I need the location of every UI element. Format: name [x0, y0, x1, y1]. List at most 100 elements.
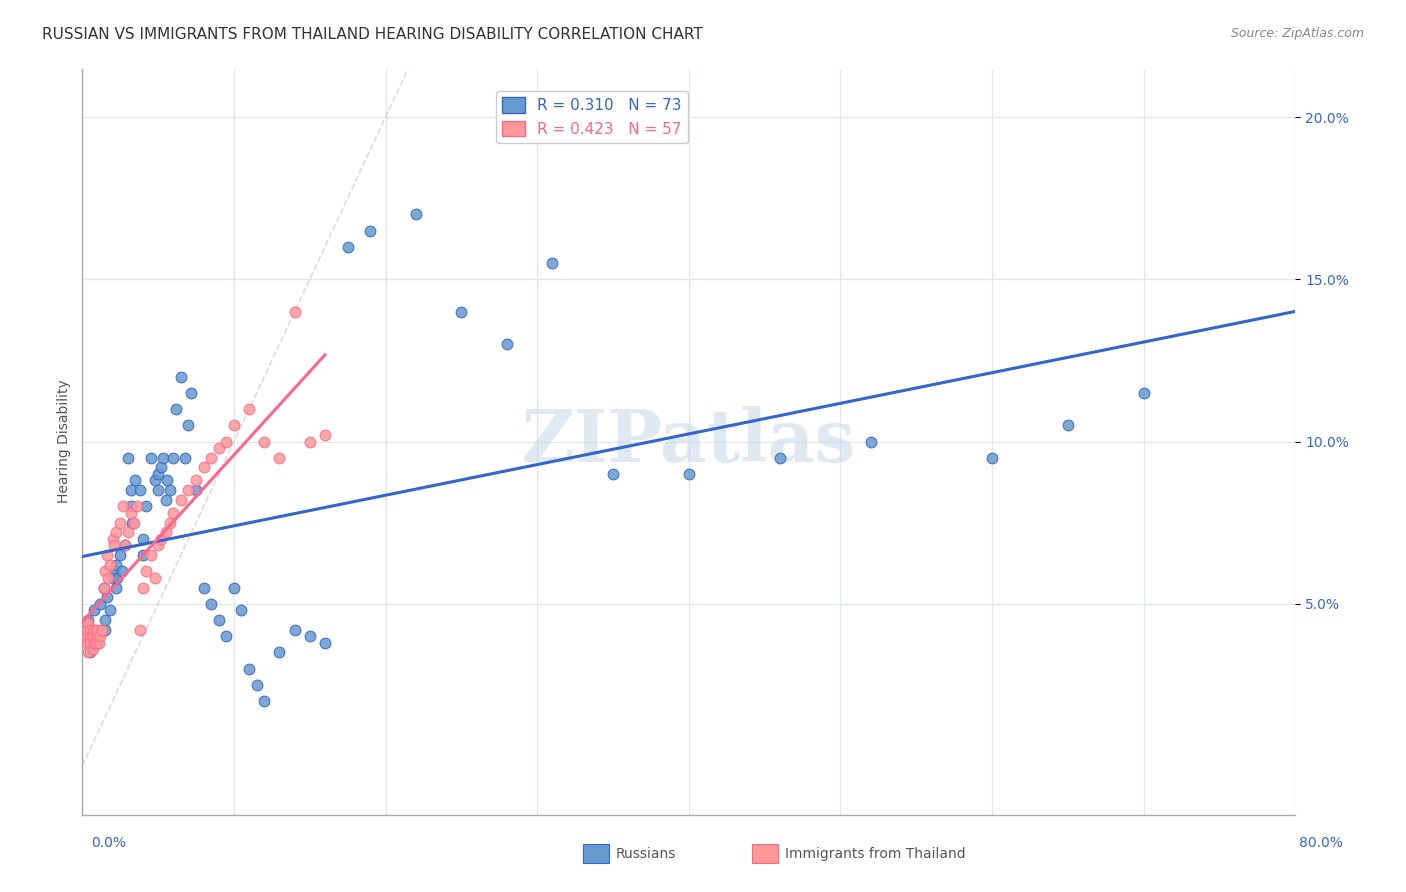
Text: Immigrants from Thailand: Immigrants from Thailand: [785, 847, 965, 861]
Point: [298, 629, 321, 643]
Point: [132, 581, 155, 595]
Point: [165, 402, 187, 417]
Point: [80, 629, 103, 643]
Point: [120, 500, 142, 514]
Point: [93, 581, 115, 595]
Point: [283, 623, 305, 637]
Point: [104, 525, 127, 540]
Point: [104, 581, 127, 595]
Point: [82, 623, 104, 637]
Text: 80.0%: 80.0%: [1299, 836, 1343, 850]
Point: [177, 483, 200, 498]
Point: [200, 597, 222, 611]
Point: [84, 635, 107, 649]
Point: [120, 483, 142, 498]
Point: [132, 532, 155, 546]
Point: [112, 500, 135, 514]
Point: [156, 474, 179, 488]
Point: [314, 428, 336, 442]
Point: [184, 483, 207, 498]
Point: [208, 613, 231, 627]
Point: [314, 635, 336, 649]
Point: [146, 483, 169, 498]
Point: [83, 603, 105, 617]
Point: [98, 558, 121, 572]
Point: [94, 564, 117, 578]
Point: [101, 571, 124, 585]
Point: [253, 694, 276, 708]
Point: [122, 516, 145, 530]
Point: [117, 450, 139, 465]
Y-axis label: Hearing Disability: Hearing Disability: [58, 380, 72, 503]
Legend: R = 0.310   N = 73, R = 0.423   N = 57: R = 0.310 N = 73, R = 0.423 N = 57: [496, 91, 688, 143]
Point: [103, 538, 125, 552]
Point: [77, 613, 100, 627]
Point: [769, 450, 792, 465]
Point: [108, 516, 131, 530]
Point: [139, 548, 162, 562]
Point: [86, 623, 108, 637]
Point: [143, 474, 166, 488]
Point: [152, 450, 174, 465]
Point: [155, 525, 177, 540]
Text: RUSSIAN VS IMMIGRANTS FROM THAILAND HEARING DISABILITY CORRELATION CHART: RUSSIAN VS IMMIGRANTS FROM THAILAND HEAR…: [42, 27, 703, 42]
Point: [981, 450, 1004, 465]
Point: [1132, 385, 1154, 400]
Point: [146, 467, 169, 481]
Point: [155, 492, 177, 507]
Point: [193, 581, 215, 595]
Point: [159, 516, 181, 530]
Point: [121, 516, 143, 530]
Point: [101, 532, 124, 546]
Point: [170, 492, 193, 507]
Text: Source: ZipAtlas.com: Source: ZipAtlas.com: [1230, 27, 1364, 40]
Point: [111, 564, 134, 578]
Text: 0.0%: 0.0%: [91, 836, 127, 850]
Point: [114, 538, 136, 552]
Point: [336, 240, 359, 254]
Point: [150, 532, 173, 546]
Point: [283, 305, 305, 319]
Point: [83, 623, 105, 637]
Point: [76, 623, 98, 637]
Point: [678, 467, 700, 481]
Point: [170, 369, 193, 384]
Point: [104, 558, 127, 572]
Point: [76, 629, 98, 643]
Point: [269, 645, 291, 659]
Point: [298, 434, 321, 449]
Point: [91, 623, 114, 637]
Point: [125, 500, 148, 514]
Point: [94, 623, 117, 637]
Point: [76, 635, 98, 649]
Point: [405, 207, 427, 221]
Point: [231, 603, 253, 617]
Point: [82, 629, 104, 643]
Point: [238, 402, 260, 417]
Point: [105, 571, 128, 585]
Point: [215, 629, 238, 643]
Point: [98, 603, 121, 617]
Point: [80, 635, 103, 649]
Point: [253, 434, 276, 449]
Point: [222, 581, 245, 595]
Point: [79, 635, 101, 649]
Point: [124, 474, 146, 488]
Point: [83, 635, 105, 649]
Point: [450, 305, 472, 319]
Point: [208, 441, 231, 455]
Point: [117, 525, 139, 540]
Point: [222, 418, 245, 433]
Point: [1056, 418, 1078, 433]
Point: [135, 500, 157, 514]
Point: [162, 506, 184, 520]
Point: [129, 483, 152, 498]
Point: [75, 629, 97, 643]
Point: [193, 460, 215, 475]
Point: [139, 450, 162, 465]
Point: [79, 623, 101, 637]
Point: [86, 629, 108, 643]
Point: [359, 224, 381, 238]
FancyBboxPatch shape: [752, 844, 778, 863]
Point: [96, 591, 118, 605]
